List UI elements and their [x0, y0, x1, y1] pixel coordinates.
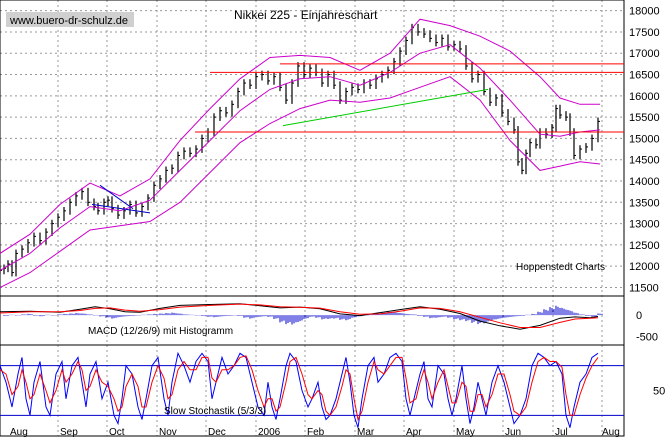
y-tick-label: 16500: [629, 70, 660, 82]
bollinger-lower-line: [0, 76, 601, 288]
stoch-tick-label: 50: [653, 386, 665, 398]
y-tick-label: 18000: [629, 6, 660, 18]
stochastic-panel: [0, 351, 624, 428]
trendline: [282, 88, 489, 127]
x-tick-label: Jul: [555, 427, 568, 438]
y-tick-label: 13000: [629, 219, 660, 231]
y-tick-label: 12000: [629, 261, 660, 273]
chart-title: Nikkei 225 - Einjahreschart: [234, 8, 378, 22]
y-tick-label: 17500: [629, 27, 660, 39]
x-tick-label: Sep: [60, 427, 78, 438]
source-label: Hoppenstedt Charts: [516, 262, 605, 273]
x-tick-label: Aug: [10, 427, 28, 438]
y-tick-label: 17000: [629, 48, 660, 60]
watermark-text: www.buero-dr-schulz.de: [9, 15, 128, 27]
y-tick-label: 13500: [629, 197, 660, 209]
x-tick-label: Apr: [406, 427, 422, 438]
x-tick-label: Oct: [109, 427, 125, 438]
y-tick-label: 14000: [629, 176, 660, 188]
x-tick-label: Nov: [159, 427, 177, 438]
y-tick-label: 15000: [629, 133, 660, 145]
macd-tick-label: 0: [636, 310, 642, 322]
macd-line: [0, 303, 599, 330]
macd-panel: [0, 303, 603, 330]
watermark-box: [6, 12, 134, 27]
axes: Aug Sep Oct Nov Dec 2006 Feb Mar Apr May Jun Jul Aug…: [10, 6, 665, 438]
x-tick-label: May: [456, 427, 475, 438]
plot-frame: [0, 0, 625, 437]
macd-label: MACD (12/26/9) mit Histogramm: [88, 326, 233, 337]
y-tick-label: 11500: [629, 282, 659, 294]
stoch-label: Slow Stochastik (5/3/3): [164, 406, 266, 417]
y-tick-label: 15500: [629, 112, 660, 124]
grid: [0, 0, 624, 436]
x-tick-label: Dec: [208, 427, 226, 438]
macd-tick-label: -500: [636, 331, 658, 343]
y-tick-label: 16000: [629, 91, 660, 103]
price-panel: [0, 18, 624, 288]
bollinger-middle-line: [0, 44, 601, 271]
x-tick-label: Jun: [505, 427, 521, 438]
x-tick-label: Feb: [307, 427, 325, 438]
channel-lower-line: [91, 203, 151, 214]
macd-signal-line: [0, 303, 599, 328]
channel-upper-line: [99, 184, 134, 210]
y-tick-label: 14500: [629, 155, 660, 167]
stoch-d-line: [0, 355, 599, 422]
x-tick-label: Mar: [357, 427, 375, 438]
stoch-k-line: [0, 351, 599, 428]
x-tick-label: Aug: [602, 427, 620, 438]
x-tick-label: 2006: [258, 427, 281, 438]
y-tick-label: 12500: [629, 240, 660, 252]
